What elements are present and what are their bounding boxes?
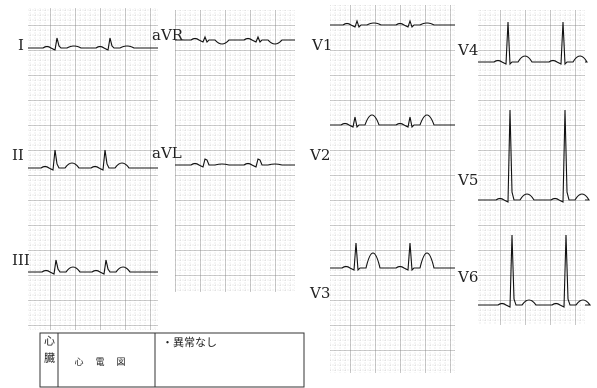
section-label: 心臓 <box>43 335 56 369</box>
lead-label: III <box>12 251 30 269</box>
lead-label: aVL <box>152 144 182 162</box>
grid-panel <box>175 10 295 292</box>
lead-label: V5 <box>457 171 478 189</box>
lead-label: aVR <box>152 26 184 44</box>
grid-panel <box>478 10 585 325</box>
grid-panel <box>28 8 158 330</box>
lead-label: V3 <box>309 284 330 302</box>
report-box: 心臓 心電図 ・異常なし <box>40 333 304 387</box>
ecg-drawing: IIIIIIaVRaVLV1V2V3V4V5V6 心臓 心電図 ・異常なし <box>0 0 597 388</box>
lead-label: I <box>18 36 24 54</box>
lead-label: II <box>12 146 24 164</box>
grid-panel <box>330 5 455 373</box>
ecg-sheet: IIIIIIaVRaVLV1V2V3V4V5V6 心臓 心電図 ・異常なし <box>0 0 597 388</box>
lead-label: V4 <box>457 41 478 59</box>
grid-panels <box>28 5 585 373</box>
finding: ・異常なし <box>162 336 217 349</box>
lead-label: V6 <box>457 268 478 286</box>
test-name: 心電図 <box>74 357 137 368</box>
lead-label: V1 <box>311 36 332 54</box>
lead-label: V2 <box>309 146 330 164</box>
